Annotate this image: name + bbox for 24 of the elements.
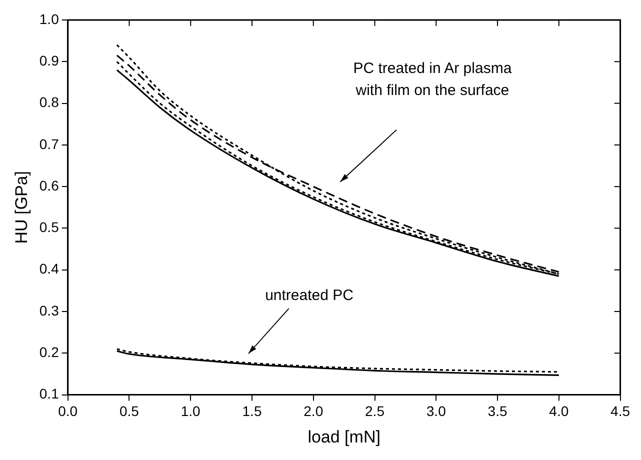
annotation: PC treated in Ar plasma with film on the surface <box>353 60 512 100</box>
y-tick-label: 0.7 <box>39 136 60 152</box>
y-tick-label: 0.2 <box>39 344 60 360</box>
x-axis-title: load [mN] <box>308 427 380 446</box>
y-axis-title: HU [GPa] <box>12 171 31 244</box>
y-tick-label: 0.4 <box>39 260 60 277</box>
y-tick-label: 0.1 <box>39 386 60 402</box>
y-tick-label: 0.8 <box>39 94 60 110</box>
y-tick-label: 0.9 <box>39 52 60 69</box>
x-tick-label: 2.0 <box>304 403 324 420</box>
x-tick-label: 1.0 <box>180 403 201 420</box>
x-tick-label: 0.5 <box>120 403 140 420</box>
x-tick-label: 2.5 <box>365 403 385 420</box>
y-tick-label: 0.6 <box>39 177 60 194</box>
x-tick-label: 4.5 <box>610 403 630 420</box>
x-tick-label: 4.0 <box>549 403 569 420</box>
x-tick-label: 1.5 <box>242 403 262 420</box>
y-tick-label: 1.0 <box>39 10 60 27</box>
annotation: untreated PC <box>265 286 354 304</box>
y-tick-label: 0.5 <box>39 219 60 236</box>
x-tick-label: 3.0 <box>426 403 446 420</box>
y-tick-label: 0.3 <box>39 302 60 318</box>
x-tick-label: 3.5 <box>488 403 508 420</box>
x-tick-label: 0.0 <box>58 403 78 420</box>
